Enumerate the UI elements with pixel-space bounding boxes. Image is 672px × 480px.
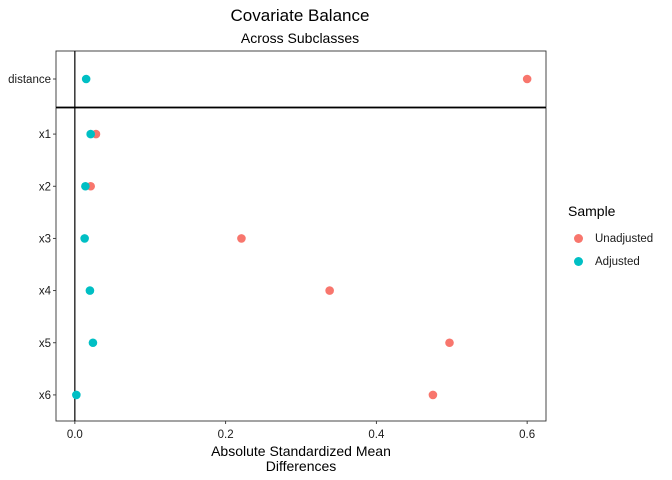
y-tick-label-x6: x6 <box>39 390 51 402</box>
y-tick-label-x5: x5 <box>39 338 51 350</box>
point-adjusted-x6 <box>72 390 81 400</box>
y-tick-label-distance: distance <box>8 74 51 86</box>
legend-swatch-adjusted <box>574 257 583 266</box>
legend-label-adjusted: Adjusted <box>595 255 640 268</box>
legend: Sample Unadjusted Adjusted <box>568 203 653 273</box>
panel-covariates-border <box>55 107 547 422</box>
y-tick-label-x3: x3 <box>39 233 51 245</box>
x-tick-label: 0.6 <box>519 429 535 441</box>
x-axis-label-line-1: Absolute Standardized Mean <box>211 443 391 459</box>
legend-title: Sample <box>568 203 616 219</box>
point-unadjusted-distance <box>522 74 532 84</box>
point-adjusted-x5 <box>88 338 98 348</box>
point-adjusted-x2 <box>81 181 90 191</box>
point-adjusted-x1 <box>86 129 95 139</box>
legend-item-adjusted: Adjusted <box>568 250 653 273</box>
x-axis-label-line-2: Differences <box>266 458 337 474</box>
chart-subtitle: Across Subclasses <box>240 30 360 46</box>
y-tick-label-x1: x1 <box>39 129 51 141</box>
y-tick-label-x4: x4 <box>39 286 52 298</box>
legend-label-unadjusted: Unadjusted <box>595 232 654 245</box>
panel-distance-border <box>55 50 547 108</box>
point-adjusted-x3 <box>80 234 89 243</box>
y-tick-label-x2: x2 <box>39 181 51 193</box>
chart-title: Covariate Balance <box>230 6 370 25</box>
x-tick-label: 0.2 <box>218 429 234 441</box>
point-unadjusted-x3 <box>237 234 246 243</box>
chart-plot: distance x1 x2 x3 x4 x5 x6 0.0 0.2 0.4 0.6 Absolute… <box>8 50 547 474</box>
legend-swatch-unadjusted <box>574 234 583 243</box>
point-unadjusted-x5 <box>445 338 454 348</box>
legend-item-unadjusted: Unadjusted <box>568 227 653 250</box>
point-unadjusted-x4 <box>325 286 334 295</box>
point-adjusted-distance <box>81 74 91 84</box>
x-tick-label: 0.4 <box>368 429 385 441</box>
point-unadjusted-x6 <box>428 390 438 400</box>
x-tick-label: 0.0 <box>67 429 83 441</box>
point-adjusted-x4 <box>85 286 95 295</box>
